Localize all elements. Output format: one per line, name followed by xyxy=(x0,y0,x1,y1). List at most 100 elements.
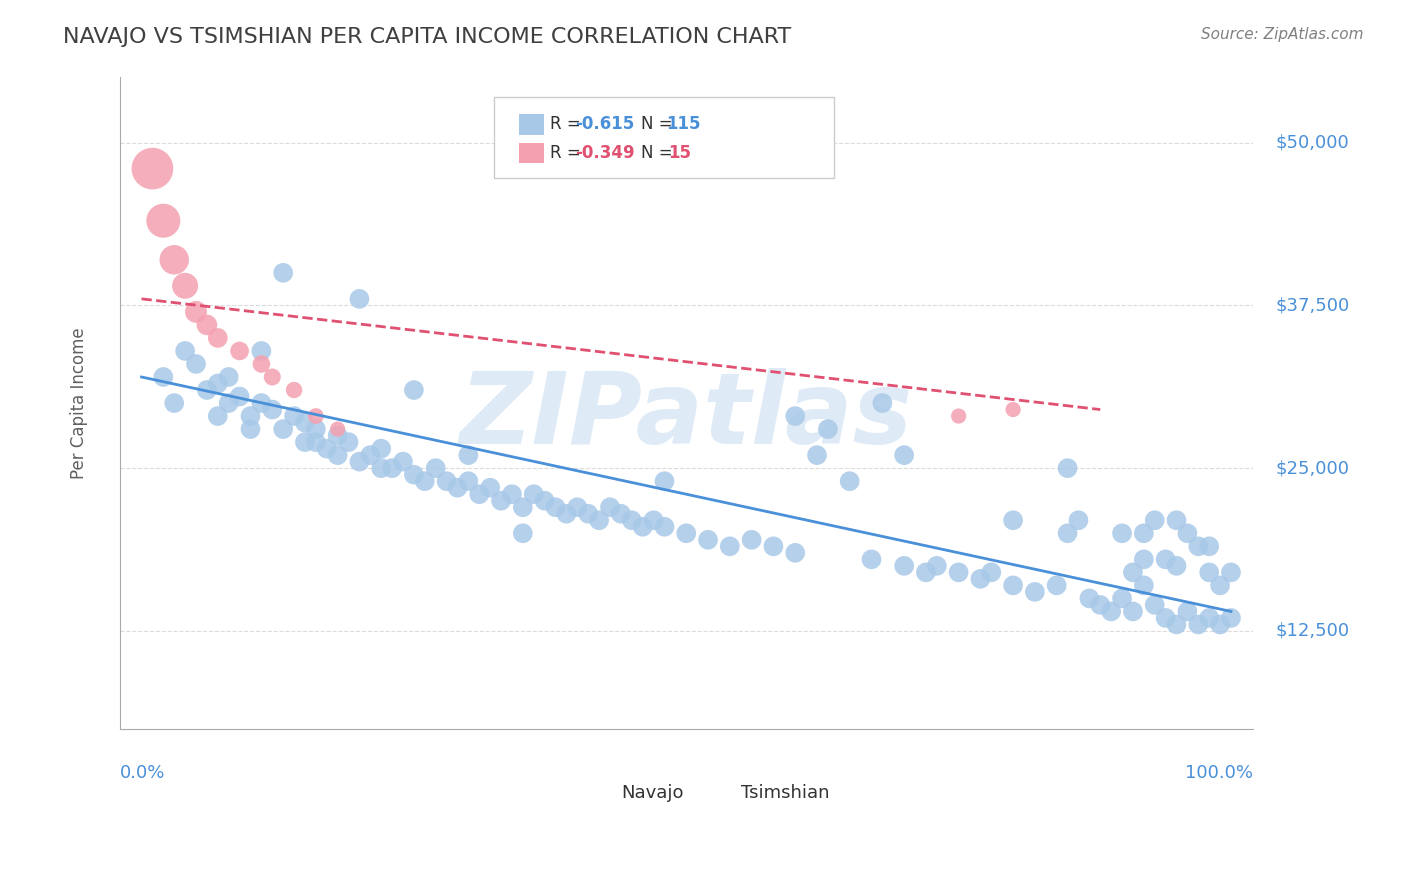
Point xyxy=(141,161,163,176)
Text: R =: R = xyxy=(550,115,586,133)
Point xyxy=(359,448,381,462)
Point xyxy=(1187,539,1209,553)
Point xyxy=(741,533,763,547)
Point xyxy=(838,474,860,488)
Bar xyxy=(591,782,614,804)
Point xyxy=(610,507,633,521)
Point xyxy=(271,266,294,280)
Point xyxy=(1198,566,1220,580)
Point xyxy=(872,396,894,410)
Point xyxy=(1078,591,1101,606)
Point xyxy=(195,318,218,332)
Point xyxy=(349,455,371,469)
Point xyxy=(860,552,883,566)
Point xyxy=(620,513,643,527)
Point xyxy=(1099,604,1122,618)
Bar xyxy=(519,143,544,163)
Point xyxy=(1220,566,1243,580)
Point xyxy=(567,500,589,515)
Point xyxy=(174,343,197,358)
Point xyxy=(1198,611,1220,625)
Point xyxy=(305,409,328,423)
Point xyxy=(1133,578,1156,592)
Text: 0.0%: 0.0% xyxy=(120,764,165,782)
Point xyxy=(207,409,229,423)
Point xyxy=(1209,578,1232,592)
Point xyxy=(489,493,512,508)
Point xyxy=(893,558,915,573)
Point xyxy=(337,435,360,450)
Point xyxy=(1133,526,1156,541)
Point xyxy=(174,278,197,293)
Point xyxy=(588,513,610,527)
Point xyxy=(1024,585,1046,599)
Point xyxy=(381,461,404,475)
Point xyxy=(294,435,316,450)
Point xyxy=(413,474,436,488)
Point xyxy=(326,422,349,436)
Point xyxy=(1187,617,1209,632)
Text: $37,500: $37,500 xyxy=(1275,296,1350,314)
Point xyxy=(1056,526,1078,541)
Point xyxy=(576,507,599,521)
Point xyxy=(283,409,305,423)
Point xyxy=(512,500,534,515)
Point xyxy=(425,461,447,475)
Text: -0.615: -0.615 xyxy=(575,115,634,133)
Point xyxy=(893,448,915,462)
Text: $25,000: $25,000 xyxy=(1275,459,1350,477)
Point xyxy=(326,448,349,462)
Point xyxy=(446,481,468,495)
Point xyxy=(1111,526,1133,541)
Point xyxy=(207,331,229,345)
FancyBboxPatch shape xyxy=(494,97,834,178)
Point xyxy=(305,435,328,450)
Point xyxy=(1122,604,1144,618)
Point xyxy=(817,422,839,436)
Point xyxy=(1122,566,1144,580)
Point xyxy=(326,428,349,442)
Point xyxy=(1111,591,1133,606)
Bar xyxy=(519,114,544,135)
Text: Per Capita Income: Per Capita Income xyxy=(70,327,89,479)
Point xyxy=(250,396,273,410)
Text: ZIPatlas: ZIPatlas xyxy=(460,368,912,465)
Point xyxy=(599,500,621,515)
Point xyxy=(948,566,970,580)
Text: 15: 15 xyxy=(668,144,692,162)
Point xyxy=(250,343,273,358)
Point xyxy=(250,357,273,371)
Point xyxy=(1133,552,1156,566)
Point xyxy=(501,487,523,501)
Point xyxy=(1002,513,1025,527)
Point xyxy=(239,409,262,423)
Point xyxy=(392,455,415,469)
Point xyxy=(479,481,502,495)
Point xyxy=(980,566,1002,580)
Point xyxy=(675,526,697,541)
Point xyxy=(969,572,991,586)
Point xyxy=(925,558,948,573)
Point xyxy=(1209,617,1232,632)
Text: 115: 115 xyxy=(666,115,700,133)
Point xyxy=(228,390,250,404)
Point xyxy=(948,409,970,423)
Point xyxy=(457,474,479,488)
Point xyxy=(1177,604,1199,618)
Point xyxy=(1177,526,1199,541)
Point xyxy=(806,448,828,462)
Point xyxy=(271,422,294,436)
Point xyxy=(785,409,807,423)
Point xyxy=(1166,558,1188,573)
Point xyxy=(207,376,229,391)
Text: 100.0%: 100.0% xyxy=(1185,764,1253,782)
Point xyxy=(533,493,555,508)
Point xyxy=(1198,539,1220,553)
Point xyxy=(1067,513,1090,527)
Point xyxy=(402,383,425,397)
Point xyxy=(218,396,240,410)
Point xyxy=(697,533,720,547)
Point xyxy=(512,526,534,541)
Point xyxy=(457,448,479,462)
Point xyxy=(195,383,218,397)
